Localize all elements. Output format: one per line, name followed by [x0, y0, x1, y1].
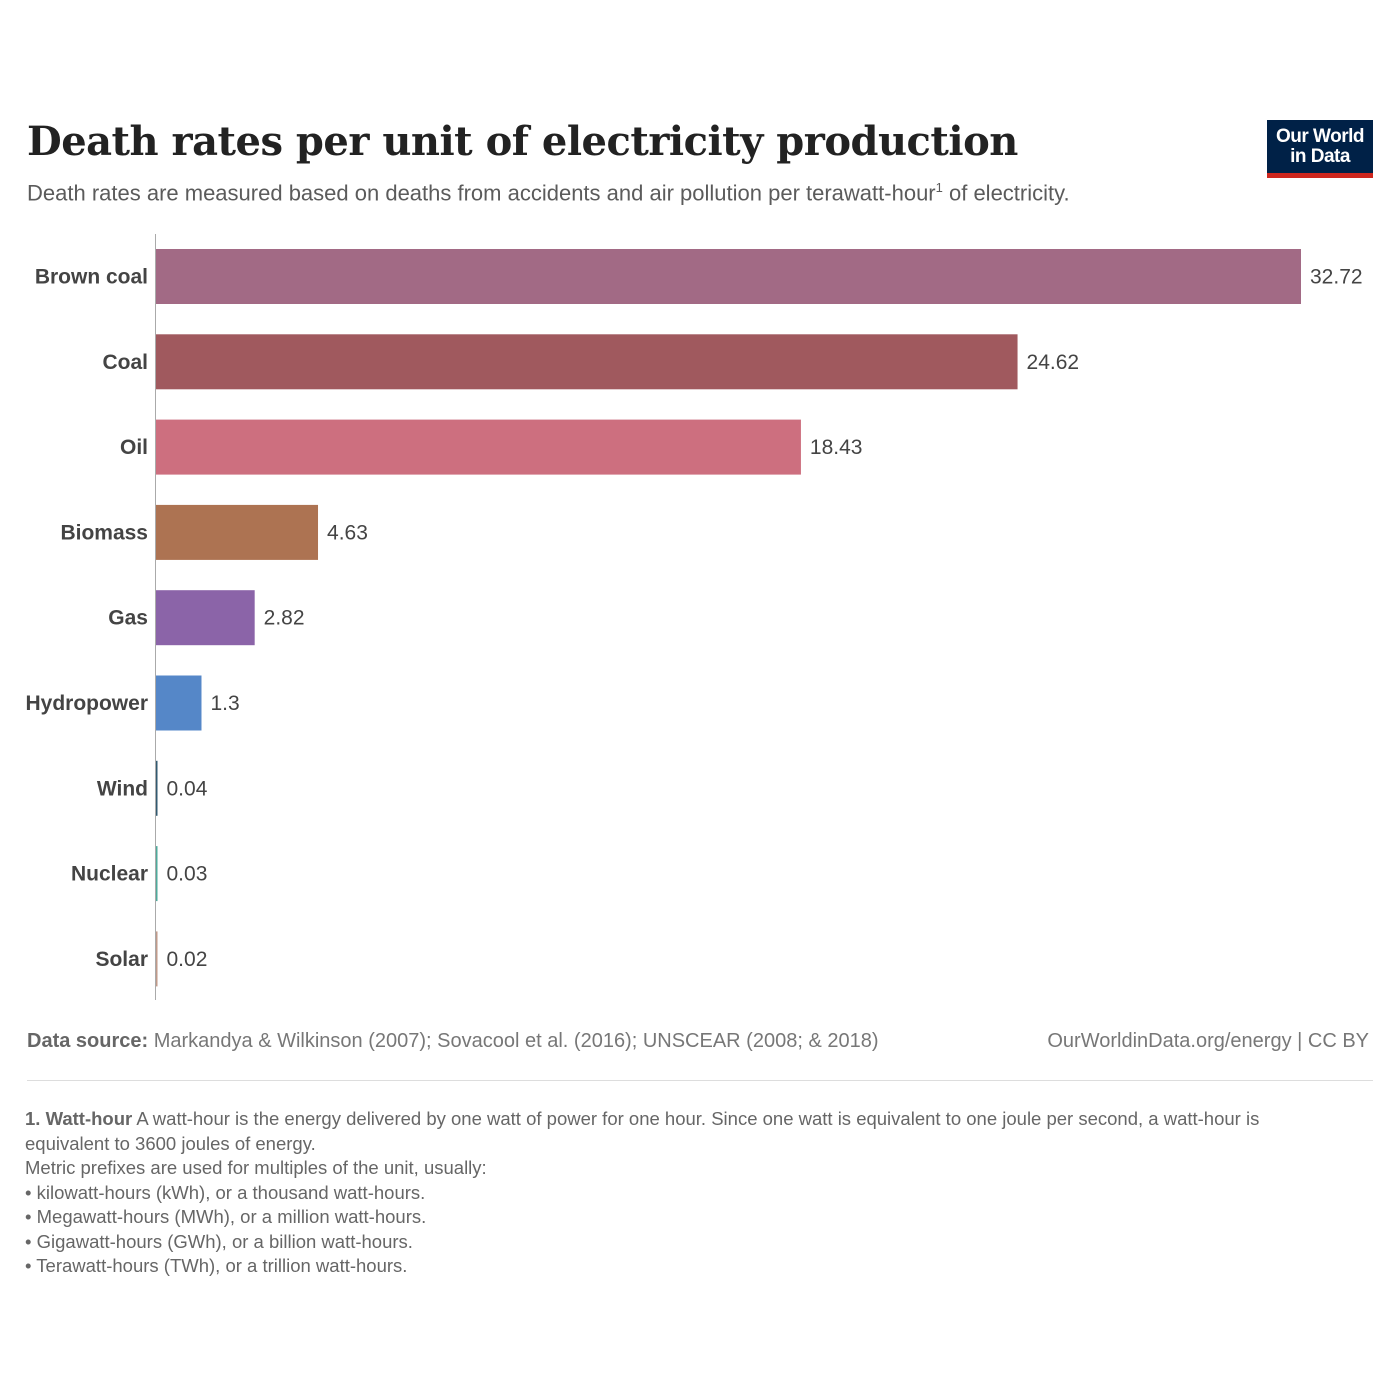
category-label: Solar [95, 948, 148, 971]
footnote-prefix-intro: Metric prefixes are used for multiples o… [25, 1157, 487, 1178]
bar-hydropower[interactable] [156, 675, 202, 731]
value-label: 0.03 [167, 863, 208, 886]
data-source: Data source: Markandya & Wilkinson (2007… [27, 1030, 879, 1053]
value-label: 0.04 [167, 777, 208, 800]
category-label: Biomass [60, 521, 148, 544]
category-label: Brown coal [35, 266, 148, 289]
bar-wind[interactable] [156, 760, 158, 816]
bar-chart: Brown coal 32.72 Coal 24.62 Oil 18.43 Biomass 4… [25, 234, 1363, 1000]
logo-line-1: Our World [1275, 126, 1365, 147]
footnote-definition: 1. Watt-hour A watt-hour is the energy d… [25, 1107, 1325, 1156]
value-label: 32.72 [1310, 266, 1363, 289]
bars-group: Brown coal 32.72 Coal 24.62 Oil 18.43 Biomass 4… [25, 249, 1363, 987]
divider [27, 1080, 1373, 1081]
value-label: 2.82 [264, 607, 305, 630]
owid-logo[interactable]: Our World in Data [1267, 120, 1373, 178]
category-label: Nuclear [71, 863, 148, 886]
subtitle-text: Death rates are measured based on deaths… [27, 180, 936, 206]
prefix-item: Gigawatt-hours (GWh), or a billion watt-… [25, 1230, 1325, 1255]
category-label: Coal [102, 351, 148, 374]
category-label: Hydropower [25, 692, 148, 715]
value-label: 18.43 [810, 436, 863, 459]
prefix-list: kilowatt-hours (kWh), or a thousand watt… [25, 1181, 1325, 1279]
chart-subtitle: Death rates are measured based on deaths… [27, 180, 1070, 206]
source-text[interactable]: Markandya & Wilkinson (2007); Sovacool e… [148, 1030, 879, 1052]
footnote-ref[interactable]: 1 [935, 180, 943, 195]
bar-oil[interactable] [156, 419, 801, 475]
category-label: Gas [108, 607, 148, 630]
bar-coal[interactable] [156, 334, 1018, 390]
bar-brown-coal[interactable] [156, 249, 1301, 304]
chart-title: Death rates per unit of electricity prod… [27, 118, 1018, 165]
value-label: 1.3 [210, 692, 239, 715]
bar-solar[interactable] [156, 931, 158, 987]
source-label: Data source: [27, 1030, 149, 1052]
bar-biomass[interactable] [156, 504, 319, 560]
footnote-term: 1. Watt-hour [25, 1108, 133, 1129]
prefix-item: Megawatt-hours (MWh), or a million watt-… [25, 1205, 1325, 1230]
site-url[interactable]: OurWorldinData.org/energy | CC BY [1047, 1030, 1369, 1052]
footnote: 1. Watt-hour A watt-hour is the energy d… [25, 1107, 1325, 1279]
value-label: 4.63 [327, 521, 368, 544]
value-label: 24.62 [1027, 351, 1080, 374]
category-label: Wind [97, 777, 148, 800]
logo-line-2: in Data [1290, 146, 1350, 167]
bar-gas[interactable] [156, 590, 255, 646]
prefix-item: kilowatt-hours (kWh), or a thousand watt… [25, 1181, 1325, 1206]
value-label: 0.02 [167, 948, 208, 971]
category-label: Oil [120, 436, 148, 459]
subtitle-end: of electricity. [942, 180, 1070, 206]
footnote-text: A watt-hour is the energy delivered by o… [25, 1108, 1260, 1154]
prefix-item: Terawatt-hours (TWh), or a trillion watt… [25, 1254, 1325, 1279]
bar-nuclear[interactable] [156, 846, 158, 902]
